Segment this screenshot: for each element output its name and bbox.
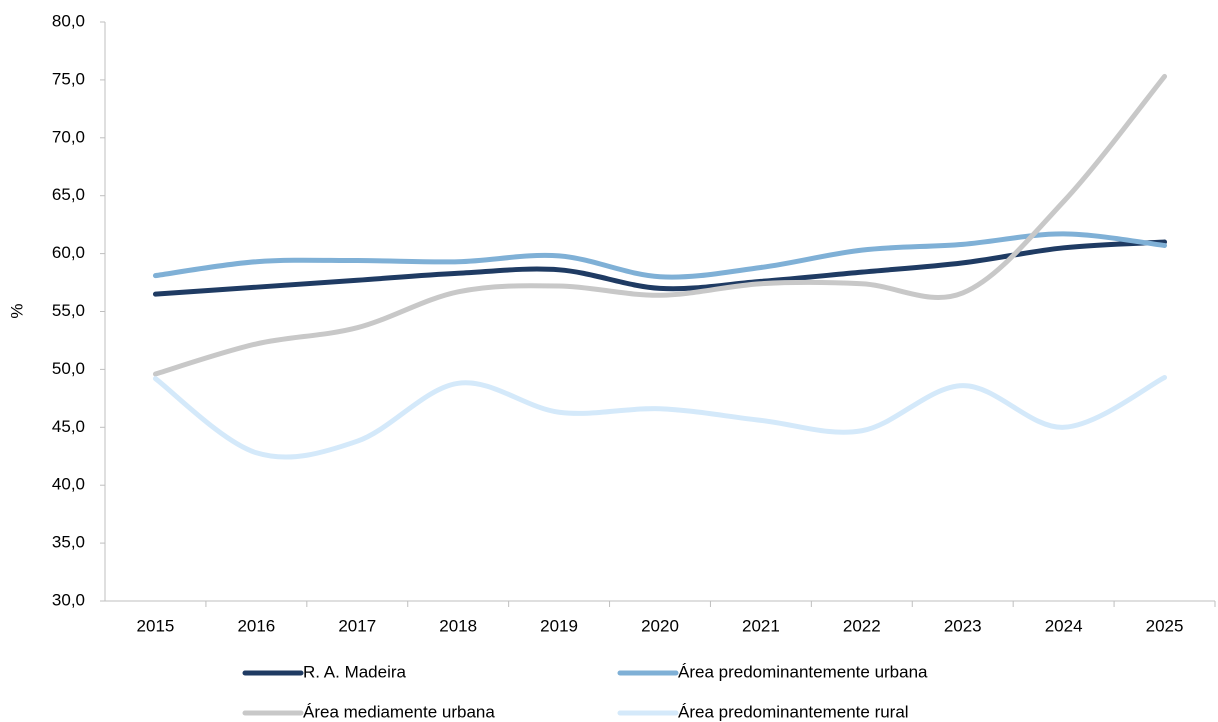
- y-axis-label: %: [7, 303, 26, 318]
- line-series: [152, 375, 1168, 460]
- x-tick-label: 2015: [137, 616, 175, 635]
- y-tick-label: 55,0: [52, 301, 85, 320]
- y-tick-label: 30,0: [52, 590, 85, 609]
- x-tick-label: 2022: [843, 616, 881, 635]
- legend-label: Área mediamente urbana: [303, 702, 495, 721]
- y-tick-label: 45,0: [52, 417, 85, 436]
- x-tick-label: 2018: [439, 616, 477, 635]
- x-tick-label: 2016: [237, 616, 275, 635]
- x-tick-label: 2021: [742, 616, 780, 635]
- line-series: [152, 73, 1168, 377]
- y-tick-label: 40,0: [52, 475, 85, 494]
- y-tick-label: 65,0: [52, 185, 85, 204]
- legend-label: R. A. Madeira: [303, 662, 407, 681]
- x-tick-label: 2025: [1146, 616, 1184, 635]
- legend-label: Área predominantemente rural: [678, 702, 909, 721]
- y-tick-label: 35,0: [52, 533, 85, 552]
- legend-label: Área predominantemente urbana: [678, 662, 928, 681]
- x-tick-label: 2024: [1045, 616, 1083, 635]
- y-tick-label: 80,0: [52, 11, 85, 30]
- y-tick-label: 50,0: [52, 359, 85, 378]
- x-tick-label: 2020: [641, 616, 679, 635]
- y-tick-label: 60,0: [52, 243, 85, 262]
- x-tick-label: 2019: [540, 616, 578, 635]
- y-tick-label: 70,0: [52, 127, 85, 146]
- line-series: [152, 239, 1168, 297]
- y-tick-label: 75,0: [52, 69, 85, 88]
- x-tick-label: 2023: [944, 616, 982, 635]
- line-series: [152, 231, 1168, 280]
- x-tick-label: 2017: [338, 616, 376, 635]
